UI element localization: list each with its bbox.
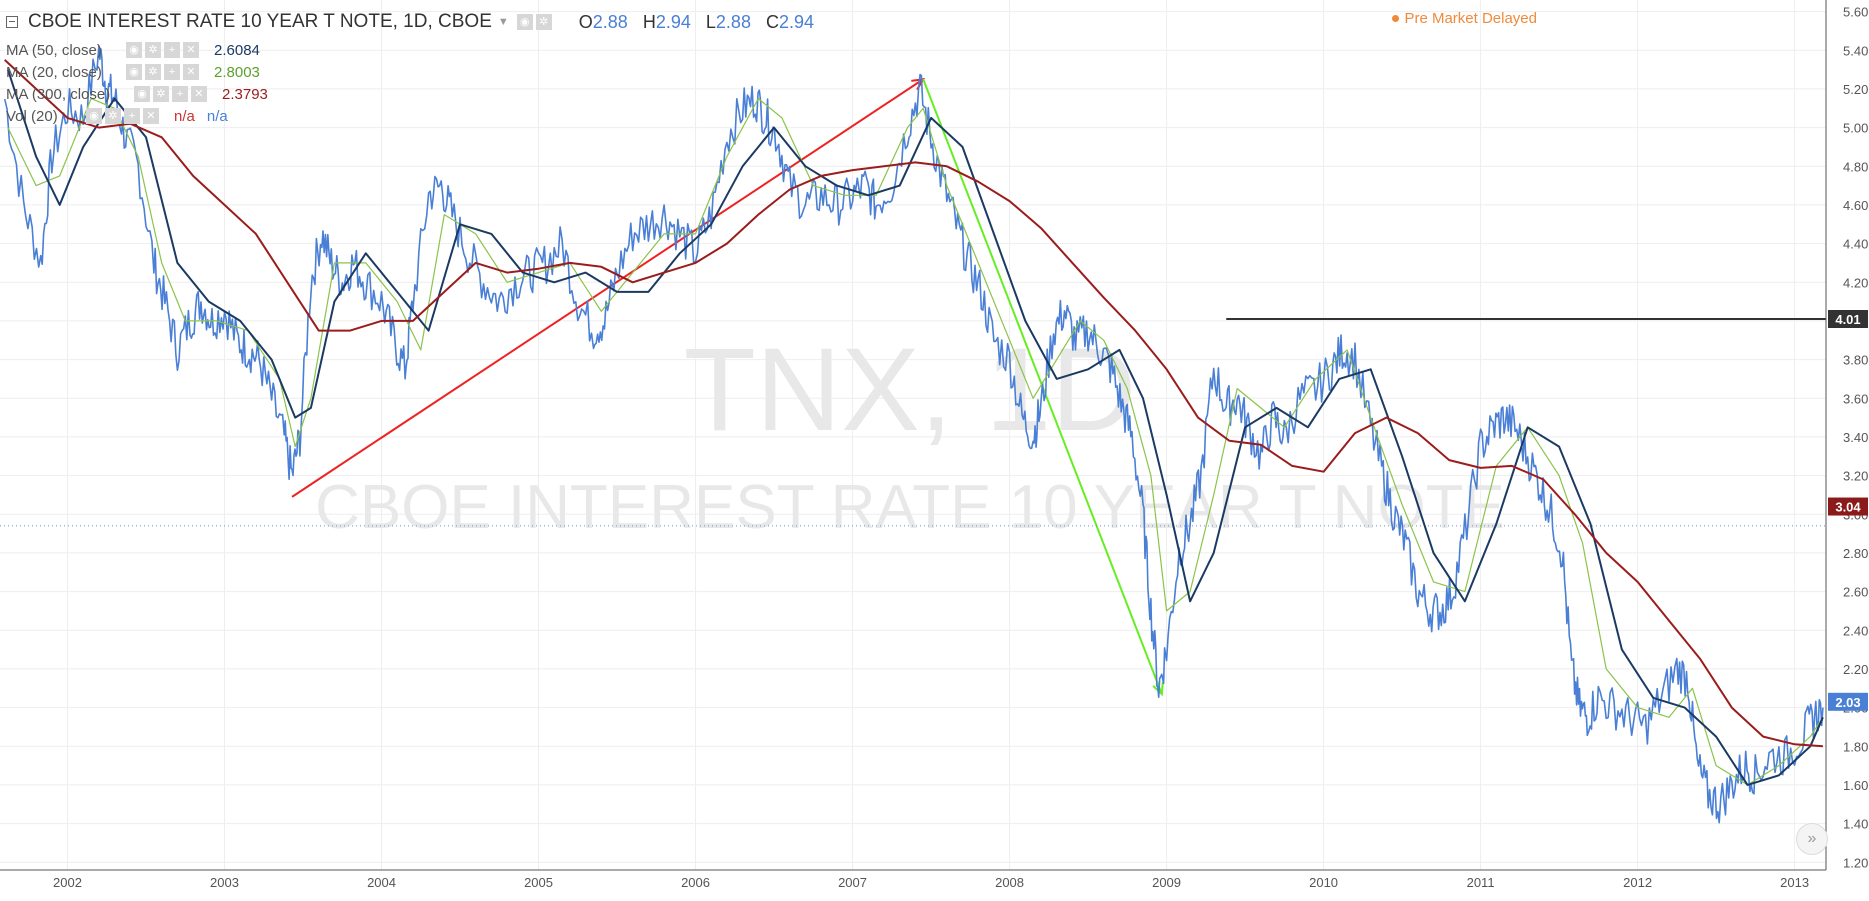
x-tick-label: 2013 bbox=[1780, 875, 1809, 890]
eye-icon[interactable]: ◉ bbox=[126, 42, 142, 58]
grid bbox=[0, 0, 1826, 870]
eye-icon[interactable]: ◉ bbox=[86, 108, 102, 124]
market-status: Pre Market Delayed bbox=[1392, 10, 1537, 27]
y-tick-label: 1.60 bbox=[1843, 778, 1868, 793]
plus-icon[interactable]: + bbox=[164, 42, 180, 58]
y-tick-label: 1.20 bbox=[1843, 855, 1868, 870]
watermark-description: CBOE INTEREST RATE 10 YEAR T NOTE bbox=[315, 473, 1505, 542]
y-tick-label: 5.40 bbox=[1843, 43, 1868, 58]
price-label-box bbox=[1828, 692, 1868, 711]
close-icon[interactable]: ✕ bbox=[143, 108, 159, 124]
x-tick-label: 2010 bbox=[1309, 875, 1338, 890]
chevron-down-icon[interactable]: ▼ bbox=[497, 16, 509, 28]
gear-icon[interactable]: ✲ bbox=[145, 42, 161, 58]
x-tick-label: 2009 bbox=[1152, 875, 1181, 890]
y-tick-label: 5.00 bbox=[1843, 121, 1868, 136]
y-tick-label: 4.40 bbox=[1843, 237, 1868, 252]
watermark-symbol: TNX, 1D bbox=[684, 324, 1136, 456]
collapse-icon[interactable] bbox=[6, 16, 18, 28]
y-tick-label: 3.60 bbox=[1843, 391, 1868, 406]
series bbox=[3, 45, 1824, 824]
x-tick-label: 2002 bbox=[53, 875, 82, 890]
plus-icon[interactable]: + bbox=[124, 108, 140, 124]
gear-icon[interactable]: ✲ bbox=[145, 64, 161, 80]
y-tick-label: 3.40 bbox=[1843, 430, 1868, 445]
market-status-text: Pre Market Delayed bbox=[1404, 10, 1537, 27]
y-tick-label: 1.80 bbox=[1843, 739, 1868, 754]
y-tick-label: 3.20 bbox=[1843, 469, 1868, 484]
plus-icon[interactable]: + bbox=[172, 86, 188, 102]
x-tick-label: 2006 bbox=[681, 875, 710, 890]
y-tick-label: 2.40 bbox=[1843, 623, 1868, 638]
arrow-head bbox=[1152, 682, 1164, 697]
gear-icon[interactable]: ✲ bbox=[535, 14, 552, 30]
close-icon[interactable]: ✕ bbox=[191, 86, 207, 102]
eye-icon[interactable]: ◉ bbox=[516, 14, 533, 30]
x-tick-label: 2008 bbox=[995, 875, 1024, 890]
y-tick-label: 1.40 bbox=[1843, 817, 1868, 832]
y-tick-label: 4.80 bbox=[1843, 159, 1868, 174]
y-axis-scale bbox=[1827, 0, 1869, 870]
price-label: 4.01 bbox=[1835, 312, 1860, 327]
plus-icon[interactable]: + bbox=[164, 64, 180, 80]
series-line-ma-20-close bbox=[7, 98, 1824, 786]
trend-line bbox=[291, 78, 924, 498]
eye-icon[interactable]: ◉ bbox=[126, 64, 142, 80]
y-tick-label: 5.60 bbox=[1843, 5, 1868, 20]
gear-icon[interactable]: ✲ bbox=[153, 86, 169, 102]
price-label-box bbox=[1828, 310, 1868, 328]
y-tick-label: 2.80 bbox=[1843, 546, 1868, 561]
eye-icon[interactable]: ◉ bbox=[134, 86, 150, 102]
y-tick-label: 4.60 bbox=[1843, 198, 1868, 213]
price-label: 2.03 bbox=[1835, 695, 1860, 710]
price-label: 3.04 bbox=[1835, 500, 1861, 515]
status-dot-icon bbox=[1392, 15, 1400, 22]
x-tick-label: 2011 bbox=[1467, 875, 1495, 890]
y-tick-label: 2.20 bbox=[1843, 662, 1868, 677]
x-tick-label: 2012 bbox=[1623, 875, 1652, 890]
y-tick-label: 5.20 bbox=[1843, 82, 1868, 97]
close-icon[interactable]: ✕ bbox=[183, 64, 199, 80]
series-line-ma-300-close bbox=[4, 59, 1823, 748]
x-tick-label: 2003 bbox=[210, 875, 239, 890]
y-tick-label: 4.20 bbox=[1843, 275, 1868, 290]
series-line-tnx bbox=[3, 45, 1824, 824]
price-label-box bbox=[1828, 497, 1868, 516]
x-tick-label: 2005 bbox=[524, 875, 553, 890]
x-tick-label: 2004 bbox=[367, 875, 396, 890]
scroll-to-realtime-button[interactable]: » bbox=[1796, 823, 1828, 855]
y-tick-label: 3.80 bbox=[1843, 353, 1868, 368]
gear-icon[interactable]: ✲ bbox=[105, 108, 121, 124]
series-line-ma-50-close bbox=[6, 69, 1824, 786]
x-tick-label: 2007 bbox=[838, 875, 867, 890]
close-icon[interactable]: ✕ bbox=[183, 42, 199, 58]
y-tick-label: 2.60 bbox=[1843, 585, 1868, 600]
